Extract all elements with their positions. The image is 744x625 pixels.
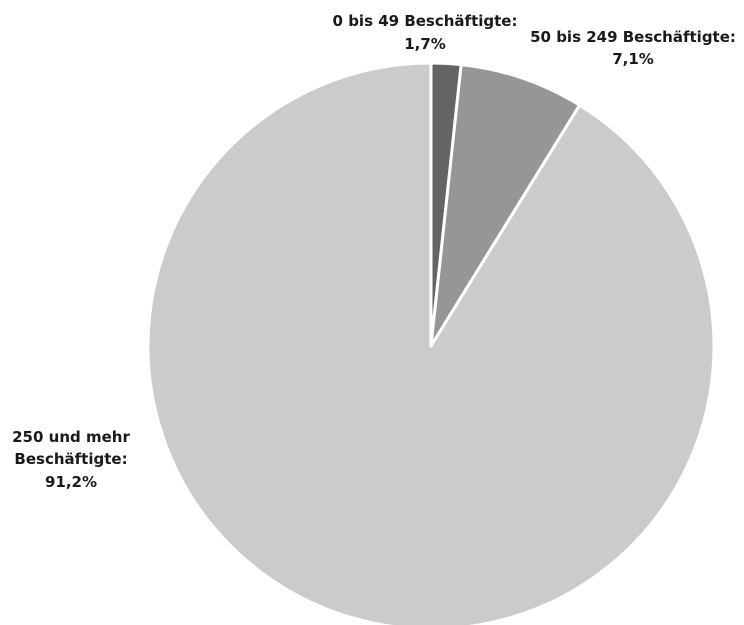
pie-slices <box>146 61 716 625</box>
slice-label-2-line-2: Beschäftigte: <box>14 450 127 468</box>
slice-value-2: 91,2% <box>45 473 97 491</box>
slice-value-0: 1,7% <box>404 35 446 53</box>
slice-value-1: 7,1% <box>612 50 654 68</box>
pie-slice-1 <box>429 63 582 348</box>
slice-label-2-line-1: 250 und mehr <box>12 428 130 446</box>
slice-label-0: 0 bis 49 Beschäftigte: <box>333 12 518 30</box>
slice-label-1: 50 bis 249 Beschäftigte: <box>530 28 736 46</box>
pie-slice-2 <box>146 61 716 625</box>
